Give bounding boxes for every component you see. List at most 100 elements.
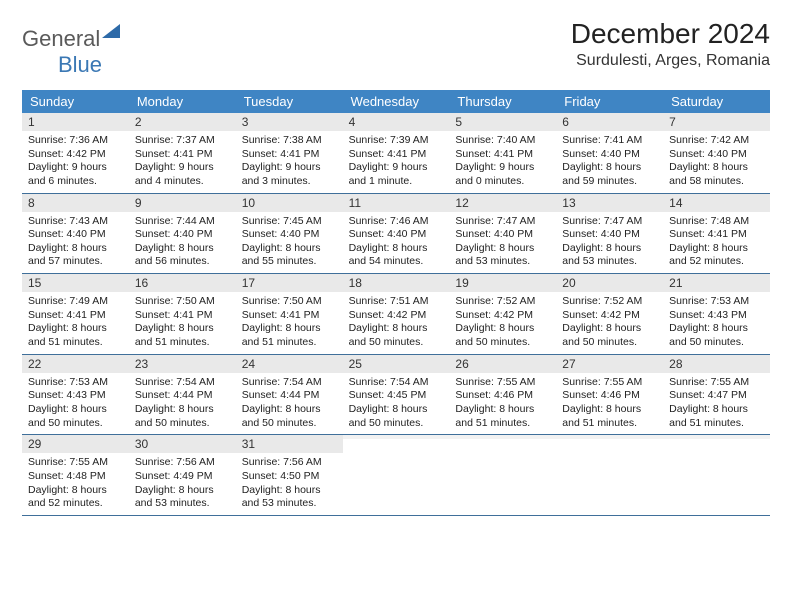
daylight-text-2: and 3 minutes. <box>242 175 337 189</box>
dayhead-tue: Tuesday <box>236 90 343 113</box>
sunrise-text: Sunrise: 7:54 AM <box>349 376 444 390</box>
day-cell: 23Sunrise: 7:54 AMSunset: 4:44 PMDayligh… <box>129 355 236 435</box>
daylight-text-2: and 50 minutes. <box>455 336 550 350</box>
sunset-text: Sunset: 4:46 PM <box>562 389 657 403</box>
sunset-text: Sunset: 4:41 PM <box>135 309 230 323</box>
day-details: Sunrise: 7:55 AMSunset: 4:46 PMDaylight:… <box>556 373 663 435</box>
daylight-text-1: Daylight: 8 hours <box>135 322 230 336</box>
daylight-text-2: and 51 minutes. <box>562 417 657 431</box>
day-number: 17 <box>236 274 343 292</box>
sunrise-text: Sunrise: 7:55 AM <box>455 376 550 390</box>
day-details: Sunrise: 7:56 AMSunset: 4:49 PMDaylight:… <box>129 453 236 515</box>
daylight-text-1: Daylight: 8 hours <box>669 322 764 336</box>
sunrise-text: Sunrise: 7:54 AM <box>135 376 230 390</box>
day-details: Sunrise: 7:54 AMSunset: 4:45 PMDaylight:… <box>343 373 450 435</box>
sunset-text: Sunset: 4:40 PM <box>562 148 657 162</box>
sunrise-text: Sunrise: 7:53 AM <box>669 295 764 309</box>
header: General Blue December 2024 Surdulesti, A… <box>22 18 770 78</box>
day-details <box>343 439 450 495</box>
day-number: 13 <box>556 194 663 212</box>
daylight-text-1: Daylight: 8 hours <box>349 322 444 336</box>
day-number: 7 <box>663 113 770 131</box>
sunrise-text: Sunrise: 7:52 AM <box>455 295 550 309</box>
day-number: 14 <box>663 194 770 212</box>
sunrise-text: Sunrise: 7:39 AM <box>349 134 444 148</box>
daylight-text-1: Daylight: 8 hours <box>562 161 657 175</box>
sunrise-text: Sunrise: 7:47 AM <box>562 215 657 229</box>
dayhead-sat: Saturday <box>663 90 770 113</box>
week-row: 8Sunrise: 7:43 AMSunset: 4:40 PMDaylight… <box>22 194 770 275</box>
day-cell <box>449 435 556 515</box>
day-number: 9 <box>129 194 236 212</box>
day-cell <box>663 435 770 515</box>
daylight-text-1: Daylight: 8 hours <box>455 242 550 256</box>
daylight-text-1: Daylight: 9 hours <box>349 161 444 175</box>
title-block: December 2024 Surdulesti, Arges, Romania <box>571 18 770 70</box>
sunset-text: Sunset: 4:47 PM <box>669 389 764 403</box>
day-details: Sunrise: 7:50 AMSunset: 4:41 PMDaylight:… <box>129 292 236 354</box>
sunset-text: Sunset: 4:41 PM <box>455 148 550 162</box>
sunset-text: Sunset: 4:46 PM <box>455 389 550 403</box>
day-number: 16 <box>129 274 236 292</box>
location: Surdulesti, Arges, Romania <box>571 52 770 70</box>
daylight-text-1: Daylight: 9 hours <box>242 161 337 175</box>
week-row: 15Sunrise: 7:49 AMSunset: 4:41 PMDayligh… <box>22 274 770 355</box>
triangle-icon <box>102 24 120 38</box>
day-details: Sunrise: 7:55 AMSunset: 4:48 PMDaylight:… <box>22 453 129 515</box>
logo: General Blue <box>22 18 120 78</box>
week-row: 1Sunrise: 7:36 AMSunset: 4:42 PMDaylight… <box>22 113 770 194</box>
day-cell <box>556 435 663 515</box>
day-cell: 15Sunrise: 7:49 AMSunset: 4:41 PMDayligh… <box>22 274 129 354</box>
day-details: Sunrise: 7:52 AMSunset: 4:42 PMDaylight:… <box>449 292 556 354</box>
sunrise-text: Sunrise: 7:38 AM <box>242 134 337 148</box>
day-number: 29 <box>22 435 129 453</box>
daylight-text-1: Daylight: 8 hours <box>28 403 123 417</box>
week-row: 22Sunrise: 7:53 AMSunset: 4:43 PMDayligh… <box>22 355 770 436</box>
day-cell: 29Sunrise: 7:55 AMSunset: 4:48 PMDayligh… <box>22 435 129 515</box>
sunrise-text: Sunrise: 7:55 AM <box>669 376 764 390</box>
sunrise-text: Sunrise: 7:37 AM <box>135 134 230 148</box>
daylight-text-1: Daylight: 9 hours <box>455 161 550 175</box>
sunrise-text: Sunrise: 7:41 AM <box>562 134 657 148</box>
day-details: Sunrise: 7:55 AMSunset: 4:47 PMDaylight:… <box>663 373 770 435</box>
day-number: 24 <box>236 355 343 373</box>
day-details: Sunrise: 7:53 AMSunset: 4:43 PMDaylight:… <box>663 292 770 354</box>
daylight-text-1: Daylight: 8 hours <box>669 403 764 417</box>
sunset-text: Sunset: 4:49 PM <box>135 470 230 484</box>
sunset-text: Sunset: 4:41 PM <box>349 148 444 162</box>
day-cell: 5Sunrise: 7:40 AMSunset: 4:41 PMDaylight… <box>449 113 556 193</box>
daylight-text-1: Daylight: 8 hours <box>28 242 123 256</box>
daylight-text-1: Daylight: 8 hours <box>242 322 337 336</box>
daylight-text-1: Daylight: 8 hours <box>562 403 657 417</box>
day-number: 11 <box>343 194 450 212</box>
day-cell: 4Sunrise: 7:39 AMSunset: 4:41 PMDaylight… <box>343 113 450 193</box>
day-details: Sunrise: 7:54 AMSunset: 4:44 PMDaylight:… <box>236 373 343 435</box>
daylight-text-1: Daylight: 8 hours <box>242 484 337 498</box>
day-number: 21 <box>663 274 770 292</box>
daylight-text-2: and 52 minutes. <box>28 497 123 511</box>
dayhead-fri: Friday <box>556 90 663 113</box>
daylight-text-2: and 51 minutes. <box>455 417 550 431</box>
day-cell: 1Sunrise: 7:36 AMSunset: 4:42 PMDaylight… <box>22 113 129 193</box>
sunset-text: Sunset: 4:40 PM <box>455 228 550 242</box>
logo-text: General Blue <box>22 24 120 78</box>
sunrise-text: Sunrise: 7:48 AM <box>669 215 764 229</box>
day-details: Sunrise: 7:42 AMSunset: 4:40 PMDaylight:… <box>663 131 770 193</box>
daylight-text-2: and 50 minutes. <box>135 417 230 431</box>
sunset-text: Sunset: 4:44 PM <box>135 389 230 403</box>
dayhead-wed: Wednesday <box>343 90 450 113</box>
daylight-text-2: and 51 minutes. <box>135 336 230 350</box>
sunrise-text: Sunrise: 7:56 AM <box>135 456 230 470</box>
day-cell: 24Sunrise: 7:54 AMSunset: 4:44 PMDayligh… <box>236 355 343 435</box>
day-details: Sunrise: 7:37 AMSunset: 4:41 PMDaylight:… <box>129 131 236 193</box>
daylight-text-2: and 56 minutes. <box>135 255 230 269</box>
day-cell: 12Sunrise: 7:47 AMSunset: 4:40 PMDayligh… <box>449 194 556 274</box>
daylight-text-2: and 55 minutes. <box>242 255 337 269</box>
day-details: Sunrise: 7:44 AMSunset: 4:40 PMDaylight:… <box>129 212 236 274</box>
sunrise-text: Sunrise: 7:49 AM <box>28 295 123 309</box>
day-cell: 2Sunrise: 7:37 AMSunset: 4:41 PMDaylight… <box>129 113 236 193</box>
day-number: 2 <box>129 113 236 131</box>
day-number: 6 <box>556 113 663 131</box>
day-number: 1 <box>22 113 129 131</box>
daylight-text-2: and 57 minutes. <box>28 255 123 269</box>
